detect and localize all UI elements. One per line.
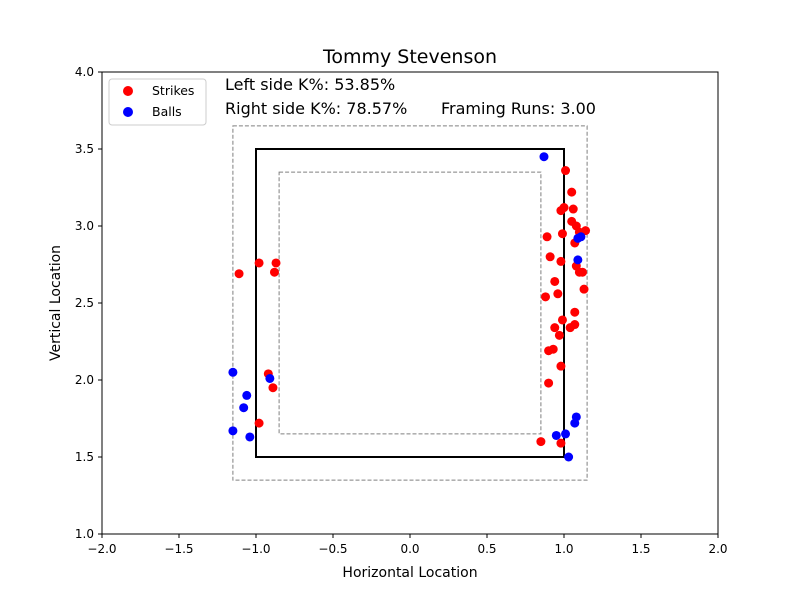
y-tick-label: 3.5 [75, 142, 94, 156]
point-balls [573, 233, 583, 243]
point-strikes [581, 226, 591, 236]
zone-boxes [232, 125, 588, 481]
point-balls [573, 255, 583, 265]
point-strikes [565, 323, 575, 333]
y-axis-ticks: 1.0 1.5 2.0 2.5 3.0 3.5 4.0 [75, 65, 102, 541]
right-side-k-annotation: Right side K%: 78.57% [225, 99, 407, 118]
x-tick-label: 1.0 [554, 542, 573, 556]
x-tick-label: −0.5 [318, 542, 347, 556]
x-tick-label: 2.0 [708, 542, 727, 556]
point-strikes [234, 269, 244, 279]
point-strikes [268, 383, 278, 393]
point-strikes [554, 330, 564, 340]
x-tick-label: −1.5 [164, 542, 193, 556]
point-strikes [557, 229, 567, 239]
legend-label-strikes: Strikes [152, 83, 194, 98]
point-balls [561, 429, 571, 439]
point-strikes [579, 284, 589, 294]
x-tick-label: 1.5 [631, 542, 650, 556]
inner-zone-box [278, 171, 542, 435]
x-tick-label: 0.0 [400, 542, 419, 556]
point-strikes [254, 258, 264, 268]
y-axis-label: Vertical Location [48, 245, 64, 361]
point-balls [539, 152, 549, 162]
x-axis-ticks: −2.0 −1.5 −1.0 −0.5 0.0 0.5 1.0 1.5 2.0 [87, 534, 728, 556]
point-strikes [541, 292, 551, 302]
y-tick-label: 2.5 [75, 296, 94, 310]
legend-box [108, 78, 207, 126]
point-balls [265, 373, 275, 383]
point-strikes [570, 307, 580, 317]
point-balls [245, 432, 255, 442]
point-strikes [568, 204, 578, 214]
data-points [228, 152, 591, 462]
x-tick-label: −2.0 [87, 542, 116, 556]
point-balls [228, 367, 238, 377]
point-strikes [559, 203, 569, 213]
point-strikes [544, 378, 554, 388]
point-strikes [567, 187, 577, 197]
point-strikes [556, 438, 566, 448]
point-balls [242, 390, 252, 400]
point-balls [564, 452, 574, 462]
point-strikes [561, 166, 571, 176]
y-tick-label: 1.0 [75, 527, 94, 541]
point-strikes [271, 258, 281, 268]
point-strikes [556, 256, 566, 266]
y-tick-label: 4.0 [75, 65, 94, 79]
legend-marker-balls [123, 107, 133, 117]
outer-zone-box [232, 125, 588, 481]
point-strikes [577, 267, 587, 277]
point-strikes [556, 361, 566, 371]
legend-marker-strikes [123, 86, 133, 96]
x-tick-label: 0.5 [477, 542, 496, 556]
y-tick-label: 1.5 [75, 450, 94, 464]
strike-zone-box [255, 148, 565, 458]
x-tick-label: −1.0 [241, 542, 270, 556]
x-axis-label: Horizontal Location [342, 565, 477, 581]
point-strikes [553, 289, 563, 299]
point-balls [239, 403, 249, 413]
left-side-k-annotation: Left side K%: 53.85% [225, 75, 395, 94]
point-balls [551, 430, 561, 440]
framing-runs-annotation: Framing Runs: 3.00 [441, 99, 596, 118]
y-tick-label: 3.0 [75, 219, 94, 233]
point-strikes [542, 232, 552, 242]
point-strikes [544, 346, 554, 356]
legend: Strikes Balls [108, 78, 207, 126]
point-strikes [550, 323, 560, 333]
point-balls [570, 418, 580, 428]
point-strikes [545, 252, 555, 262]
point-balls [228, 426, 238, 436]
point-strikes [254, 418, 264, 428]
point-strikes [550, 276, 560, 286]
plot-area [102, 72, 718, 534]
point-strikes [269, 267, 279, 277]
chart-title: Tommy Stevenson [322, 46, 497, 68]
point-strikes [557, 315, 567, 325]
y-tick-label: 2.0 [75, 373, 94, 387]
legend-label-balls: Balls [152, 104, 182, 119]
point-strikes [536, 437, 546, 447]
